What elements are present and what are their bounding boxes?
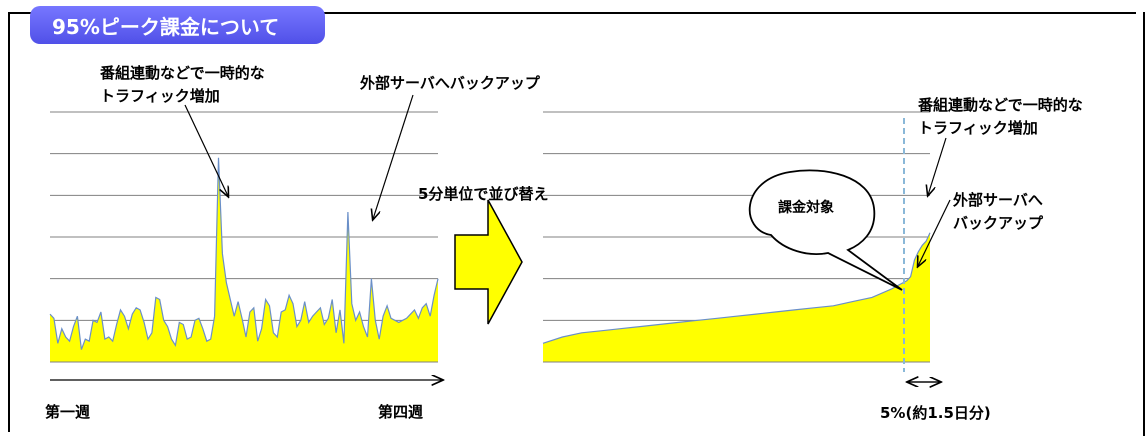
right-chart-series-line (542, 232, 931, 344)
content-frame-right-edge (1143, 12, 1145, 436)
left-peak1-pointer (184, 104, 228, 196)
left-peak2-pointer (373, 94, 414, 219)
left-annotation-peak2: 外部サーバへバックアップ (360, 74, 540, 92)
right-peak1-pointer (928, 137, 947, 195)
left-chart-area (50, 157, 438, 362)
callout-bubble (748, 169, 903, 291)
sort-arrow (454, 199, 523, 325)
sort-label: 5分単位で並び替え (418, 185, 549, 203)
callout-label: 課金対象 (778, 200, 834, 216)
left-x-end-label: 第四週 (378, 403, 424, 421)
right-footnote: 5%(約1.5日分) (880, 404, 991, 422)
right-peak2-pointer (918, 199, 951, 266)
left-chart-series-line (49, 157, 439, 350)
right-chart-area (543, 232, 930, 362)
page-title: 95%ピーク課金について (52, 14, 280, 39)
left-x-start-label: 第一週 (45, 403, 91, 421)
right-annotation-peak2: 外部サーバへ バックアップ (953, 191, 1044, 232)
left-annotation-peak1: 番組連動などで一時的な トラフィック増加 (100, 64, 265, 105)
content-frame (8, 12, 1136, 432)
right-annotation-peak1: 番組連動などで一時的な トラフィック増加 (918, 96, 1083, 137)
title-tab: 95%ピーク課金について (30, 6, 325, 44)
